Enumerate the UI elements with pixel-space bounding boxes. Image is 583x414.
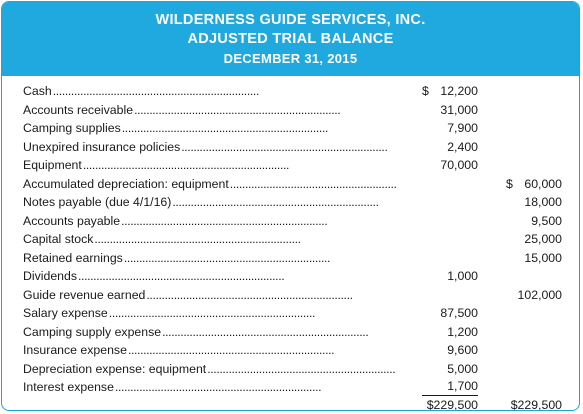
credit-amount: 25,000 (524, 232, 562, 246)
account-label: Depreciation expense: equipment (23, 360, 396, 379)
account-row: Cash $12,200 (2, 82, 579, 101)
account-label: Insurance expense (23, 341, 396, 360)
credit-amount: 18,000 (524, 195, 562, 209)
account-row: Camping supply expense 1,200 (2, 323, 579, 342)
debit-amount: 70,000 (440, 158, 478, 172)
account-row: Retained earnings 15,000 (2, 249, 579, 268)
account-label: Interest expense (23, 378, 396, 397)
account-row: Insurance expense 9,600 (2, 341, 579, 360)
account-label: Capital stock (23, 230, 396, 249)
account-row: Accumulated depreciation: equipment $60,… (2, 175, 579, 194)
account-row: Interest expense 1,700 (2, 378, 579, 397)
account-label: Accumulated depreciation: equipment (23, 175, 396, 194)
account-label: Retained earnings (23, 249, 396, 268)
debit-amount: 2,400 (447, 139, 478, 154)
account-row: Camping supplies 7,900 (2, 119, 579, 138)
account-row: Unexpired insurance policies 2,400 (2, 138, 579, 157)
account-label: Accounts receivable (23, 101, 396, 120)
account-label: Salary expense (23, 304, 396, 323)
account-row: Equipment 70,000 (2, 156, 579, 175)
account-row: Notes payable (due 4/1/16) 18,000 (2, 193, 579, 212)
account-list: Cash $12,200 Accounts receivable 31,000 … (2, 82, 579, 411)
account-row: Capital stock 25,000 (2, 230, 579, 249)
debit-amount: $12,200 (422, 82, 478, 101)
account-row: Dividends 1,000 (2, 267, 579, 286)
account-label: Accounts payable (23, 212, 396, 231)
debit-amount: 1,000 (447, 269, 478, 283)
account-row: Guide revenue earned 102,000 (2, 286, 579, 305)
credit-amount: 102,000 (517, 287, 562, 302)
debit-amount: 31,000 (440, 102, 478, 117)
account-label: Dividends (23, 267, 396, 286)
debit-amount: 1,200 (447, 324, 478, 339)
statement-date: DECEMBER 31, 2015 (223, 51, 358, 66)
account-row: Accounts receivable 31,000 (2, 101, 579, 120)
account-label: Unexpired insurance policies (23, 138, 396, 157)
credit-total: $229,500 (506, 397, 562, 411)
debit-amount: 9,600 (447, 343, 478, 357)
account-label: Guide revenue earned (23, 286, 396, 305)
company-name: WILDERNESS GUIDE SERVICES, INC. (155, 12, 426, 28)
currency-symbol: $ (422, 84, 429, 98)
currency-symbol: $ (506, 176, 513, 191)
debit-amount: 87,500 (440, 306, 478, 320)
account-label: Cash (23, 82, 396, 101)
debit-amount: 1,700 (422, 378, 478, 396)
credit-amount: 15,000 (524, 250, 562, 265)
account-label: Notes payable (due 4/1/16) (23, 193, 396, 212)
header-banner: WILDERNESS GUIDE SERVICES, INC. ADJUSTED… (2, 2, 579, 76)
account-row: Depreciation expense: equipment 5,000 (2, 360, 579, 379)
debit-amount: 7,900 (447, 121, 478, 135)
statement-title: ADJUSTED TRIAL BALANCE (187, 31, 394, 47)
account-row: Salary expense 87,500 (2, 304, 579, 323)
totals-row: $229,500 $229,500 (2, 397, 579, 411)
account-label: Camping supply expense (23, 323, 396, 342)
account-row: Accounts payable 9,500 (2, 212, 579, 231)
debit-total: $229,500 (422, 397, 478, 411)
credit-amount: 9,500 (531, 213, 562, 228)
credit-amount: $60,000 (506, 175, 562, 194)
account-label: Camping supplies (23, 119, 396, 138)
debit-amount: 5,000 (447, 361, 478, 376)
account-label: Equipment (23, 156, 396, 175)
